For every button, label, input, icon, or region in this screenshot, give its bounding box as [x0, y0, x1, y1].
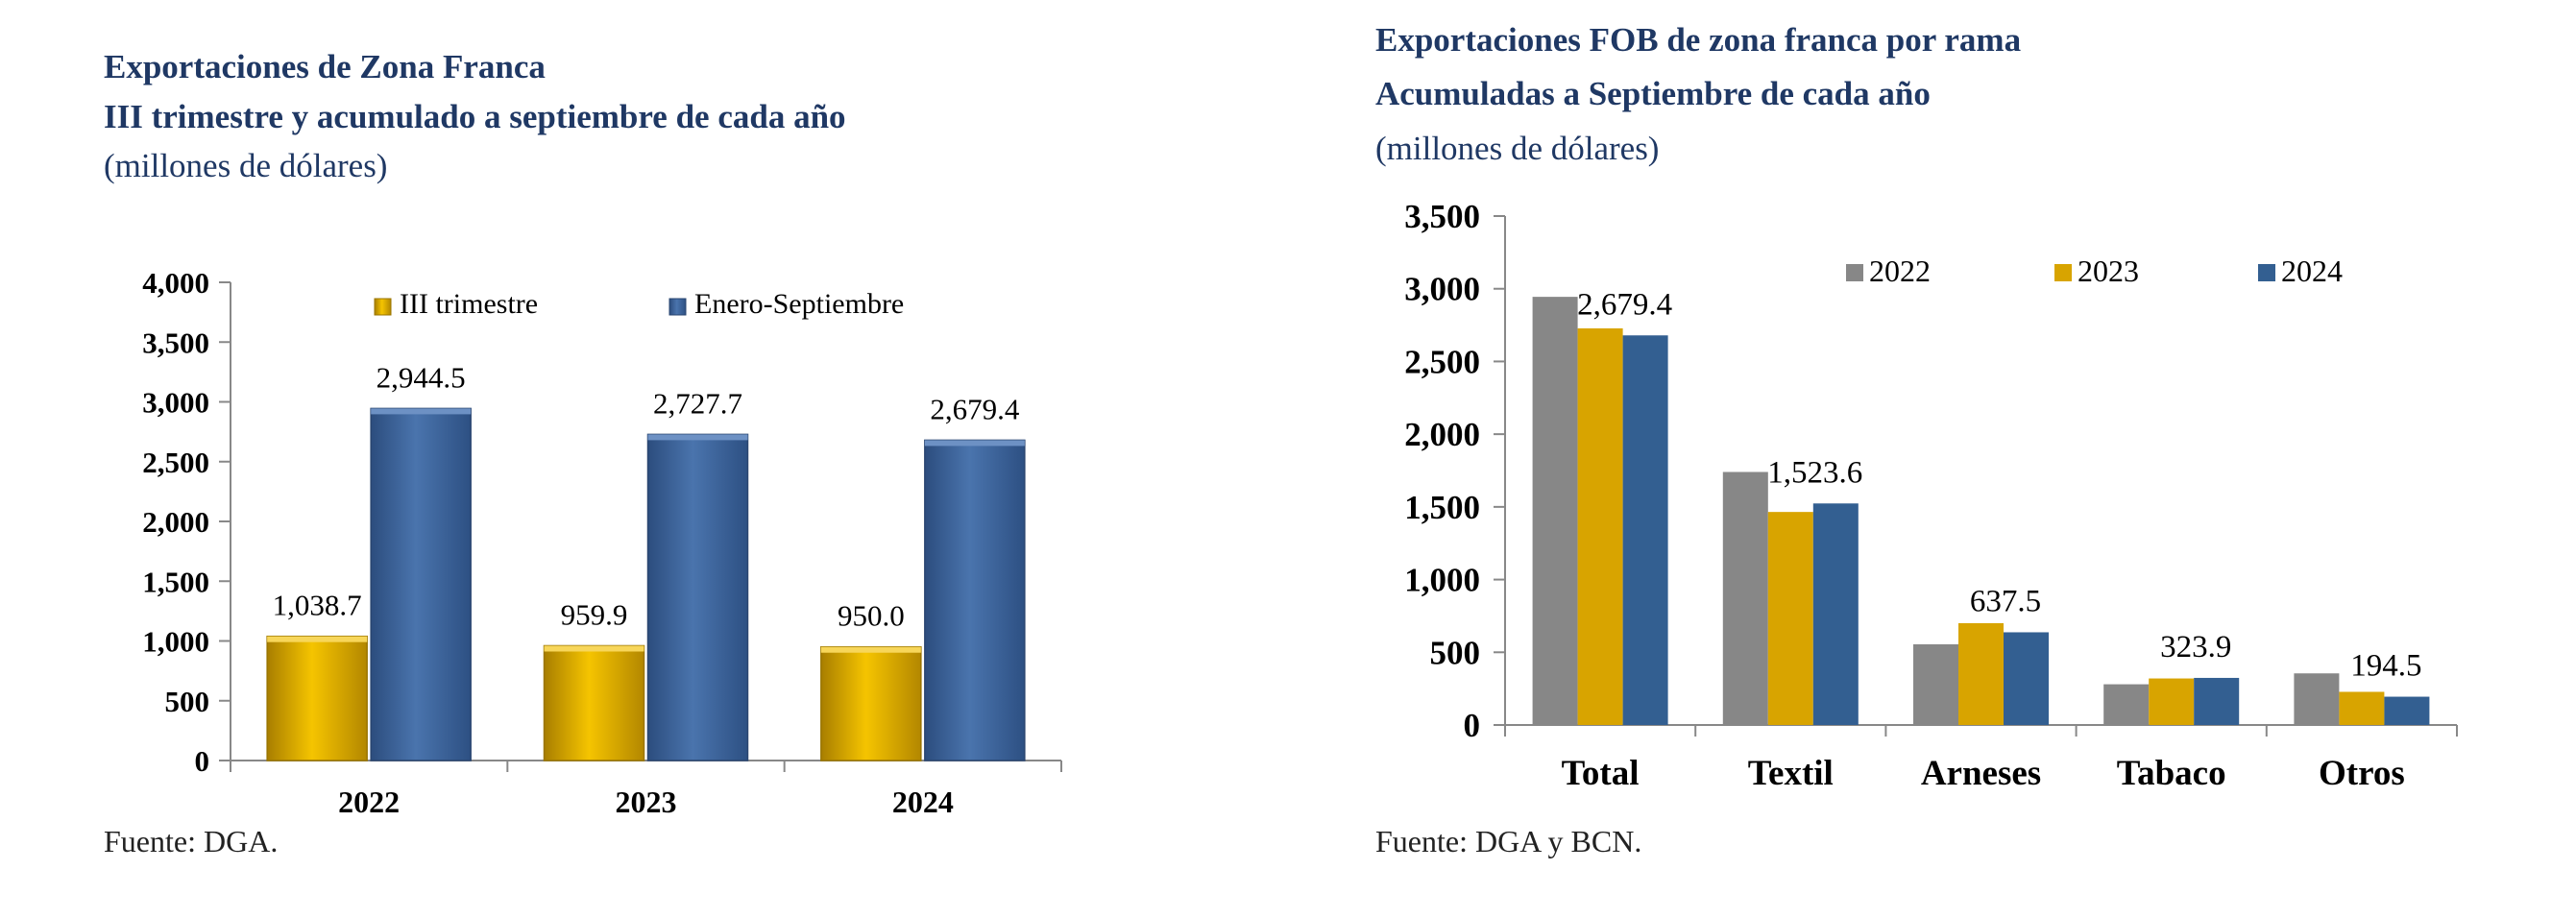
y-tick-label: 3,000	[142, 386, 209, 420]
data-label: 637.5	[1970, 584, 2041, 618]
bar-2023	[1958, 623, 2004, 725]
y-tick-label: 4,000	[142, 266, 209, 300]
bar-top-bevel	[267, 636, 368, 642]
data-label: 950.0	[838, 599, 905, 633]
bar-enero-septiembre	[924, 439, 1026, 761]
bar-enero-septiembre	[646, 433, 749, 761]
bar-2024	[2194, 677, 2240, 725]
y-tick-label: 1,000	[1404, 562, 1480, 599]
bar-top-bevel	[924, 440, 1025, 447]
bar-2024	[2004, 632, 2049, 725]
bar-2024	[1812, 503, 1859, 725]
bar-iii-trimestre	[820, 645, 922, 761]
bar-2022	[1913, 643, 1958, 725]
data-label: 2,679.4	[1577, 287, 1672, 322]
bar-2022	[2294, 673, 2340, 725]
chart-title-line2: III trimestre y acumulado a septiembre d…	[104, 98, 846, 135]
chart-title-line1: Exportaciones FOB de zona franca por ram…	[1375, 21, 2022, 59]
legend-swatch	[668, 298, 687, 316]
data-label: 2,727.7	[653, 386, 742, 420]
chart-subtitle: (millones de dólares)	[104, 147, 388, 184]
x-tick-label: Arneses	[1921, 754, 2041, 793]
y-tick-label: 2,000	[1404, 416, 1480, 453]
bar-2023	[2149, 678, 2195, 725]
chart-panel-left: Exportaciones de Zona Franca III trimest…	[0, 0, 1287, 918]
legend-label: 2022	[1869, 254, 1931, 288]
data-label: 1,523.6	[1767, 455, 1862, 490]
legend-swatch	[1846, 264, 1863, 281]
data-label: 323.9	[2160, 630, 2231, 664]
y-tick-label: 1,500	[142, 565, 209, 598]
y-tick-label: 1,500	[1404, 489, 1480, 526]
x-tick-label: 2022	[338, 785, 400, 819]
legend-label: 2024	[2281, 254, 2343, 288]
bar-2024	[2384, 696, 2430, 725]
y-tick-label: 2,500	[142, 446, 209, 479]
y-tick-label: 3,500	[1404, 198, 1480, 235]
bar-top-bevel	[544, 645, 644, 652]
legend-swatch	[2054, 264, 2072, 281]
x-tick-label: Tabaco	[2117, 754, 2226, 793]
data-label: 2,944.5	[377, 360, 466, 394]
bar-top-bevel	[647, 434, 748, 441]
chart-panel-right: Exportaciones FOB de zona franca por ram…	[1287, 0, 2576, 918]
x-tick-label: Otros	[2319, 754, 2405, 793]
chart-title-line1: Exportaciones de Zona Franca	[104, 48, 546, 85]
data-label: 2,679.4	[930, 392, 1020, 425]
y-tick-label: 2,500	[1404, 343, 1480, 380]
legend-label: 2023	[2078, 254, 2139, 288]
legend-label: III trimestre	[400, 288, 538, 320]
y-tick-label: 0	[195, 744, 210, 778]
x-tick-label: Total	[1562, 754, 1640, 793]
data-label: 1,038.7	[273, 589, 362, 622]
bar-iii-trimestre	[266, 635, 368, 761]
data-label: 194.5	[2350, 649, 2421, 684]
chart-source: Fuente: DGA.	[104, 824, 279, 858]
bar-2022	[1722, 471, 1768, 725]
bar-top-bevel	[820, 646, 921, 653]
legend-label: Enero-Septiembre	[694, 288, 904, 320]
x-tick-label: 2024	[892, 785, 954, 819]
chart-right-svg: 0 500 1,000 1,500 2,000 2,500 3,000 3,500 Total 2…	[1404, 198, 2458, 793]
y-tick-label: 3,000	[1404, 271, 1480, 308]
bar-top-bevel	[371, 408, 472, 415]
x-tick-label: 2023	[616, 785, 677, 819]
bar-iii-trimestre	[543, 644, 645, 761]
bar-2024	[1622, 335, 1668, 725]
chart-left-svg: 0 500 1,000 1,500 2,000 2,500 3,000 3,500 4,000 2…	[142, 266, 1062, 819]
legend-swatch	[374, 298, 392, 316]
legend-swatch	[2258, 264, 2275, 281]
bar-2023	[1577, 327, 1623, 725]
bar-2022	[1532, 297, 1578, 725]
chart-title-line2: Acumuladas a Septiembre de cada año	[1375, 75, 1931, 112]
y-tick-label: 1,000	[142, 625, 209, 659]
data-label: 959.9	[561, 597, 628, 631]
bar-2022	[2103, 684, 2150, 725]
bar-2023	[1767, 512, 1813, 725]
y-tick-label: 500	[165, 685, 210, 718]
bar-2023	[2339, 691, 2385, 725]
y-tick-label: 0	[1464, 707, 1481, 744]
y-tick-label: 2,000	[142, 505, 209, 539]
bar-enero-septiembre	[370, 407, 472, 761]
y-tick-label: 500	[1430, 634, 1481, 671]
chart-source: Fuente: DGA y BCN.	[1375, 824, 1642, 858]
chart-subtitle: (millones de dólares)	[1375, 130, 1660, 167]
x-tick-label: Textil	[1748, 754, 1834, 793]
y-tick-label: 3,500	[142, 326, 209, 359]
